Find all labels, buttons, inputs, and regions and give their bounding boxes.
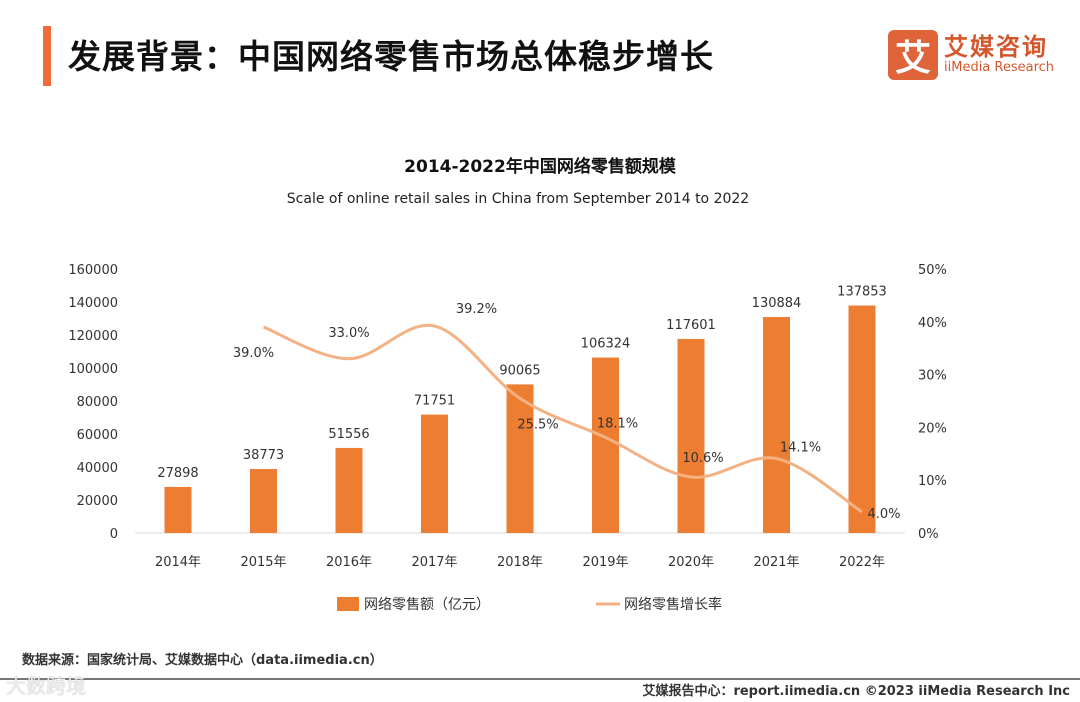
source-note: 数据来源：国家统计局、艾媒数据中心（data.iimedia.cn） xyxy=(22,653,383,668)
logo-cn: 艾媒咨询 xyxy=(944,33,1048,61)
logo-icon: 艾 xyxy=(888,30,938,80)
line-label: 25.5% xyxy=(517,417,558,432)
y-right-tick: 50% xyxy=(918,263,947,278)
bar xyxy=(421,414,448,533)
chart: 2014-2022年中国网络零售额规模 Scale of online reta… xyxy=(68,156,947,613)
page-title: 发展背景：中国网络零售市场总体稳步增长 xyxy=(68,37,714,76)
y-left-tick: 140000 xyxy=(68,296,118,311)
bar-label: 51556 xyxy=(328,427,369,442)
y-left-tick: 80000 xyxy=(77,395,118,410)
bar-label: 137853 xyxy=(837,285,887,300)
line-label: 4.0% xyxy=(867,507,900,522)
x-tick: 2017年 xyxy=(411,555,457,570)
y-right-tick: 0% xyxy=(918,527,939,542)
line-label: 14.1% xyxy=(780,441,821,456)
y-left-tick: 40000 xyxy=(77,461,118,476)
bar xyxy=(763,317,790,533)
bar-label: 130884 xyxy=(752,296,802,311)
line-label: 39.0% xyxy=(233,346,274,361)
y-left-tick: 100000 xyxy=(68,362,118,377)
y-left-tick: 120000 xyxy=(68,329,118,344)
footer-text: 艾媒报告中心：report.iimedia.cn ©2023 iiMedia R… xyxy=(642,684,1070,699)
y-left-tick: 160000 xyxy=(68,263,118,278)
bar-label: 117601 xyxy=(666,318,716,333)
y-right-tick: 30% xyxy=(918,369,947,384)
y-right-tick: 40% xyxy=(918,316,947,331)
bar xyxy=(164,486,192,533)
x-tick: 2018年 xyxy=(497,555,543,570)
y-left-tick: 60000 xyxy=(77,428,118,443)
legend-bar-label: 网络零售额（亿元） xyxy=(364,597,490,613)
bar xyxy=(506,384,534,533)
iimedia-logo: 艾 艾媒咨询 iiMedia Research xyxy=(888,30,1054,80)
bar xyxy=(677,338,705,533)
bar-label: 27898 xyxy=(157,466,198,481)
line-label: 10.6% xyxy=(682,451,723,466)
chart-title: 2014-2022年中国网络零售额规模 xyxy=(404,156,677,177)
chart-subtitle: Scale of online retail sales in China fr… xyxy=(287,191,749,207)
x-tick: 2016年 xyxy=(326,555,372,570)
bar-label: 71751 xyxy=(414,394,455,409)
y-right-tick: 20% xyxy=(918,421,947,436)
bar xyxy=(848,305,876,533)
logo-en: iiMedia Research xyxy=(944,60,1055,75)
watermark: 大数跨境 xyxy=(6,674,86,698)
title-accent-bar xyxy=(43,26,51,86)
bar-label: 38773 xyxy=(243,448,284,463)
bar xyxy=(335,447,363,533)
legend-line-label: 网络零售增长率 xyxy=(624,596,722,613)
y-right-tick: 10% xyxy=(918,474,947,489)
x-tick: 2015年 xyxy=(240,555,286,570)
x-tick: 2019年 xyxy=(582,555,628,570)
x-tick: 2020年 xyxy=(668,555,714,570)
legend-bar-swatch xyxy=(337,597,359,611)
y-left-tick: 20000 xyxy=(77,494,118,509)
line-label: 33.0% xyxy=(328,326,369,341)
x-tick: 2021年 xyxy=(753,555,799,570)
footer-divider xyxy=(0,678,1080,680)
bar-label: 106324 xyxy=(581,337,631,352)
y-left-tick: 0 xyxy=(110,527,118,542)
x-tick: 2022年 xyxy=(839,555,885,570)
bar xyxy=(592,357,619,533)
line-label: 18.1% xyxy=(597,416,638,431)
growth-line xyxy=(262,323,863,514)
line-label: 39.2% xyxy=(456,302,497,317)
bar-label: 90065 xyxy=(499,363,540,378)
bar xyxy=(250,469,277,533)
x-tick: 2014年 xyxy=(155,555,201,570)
